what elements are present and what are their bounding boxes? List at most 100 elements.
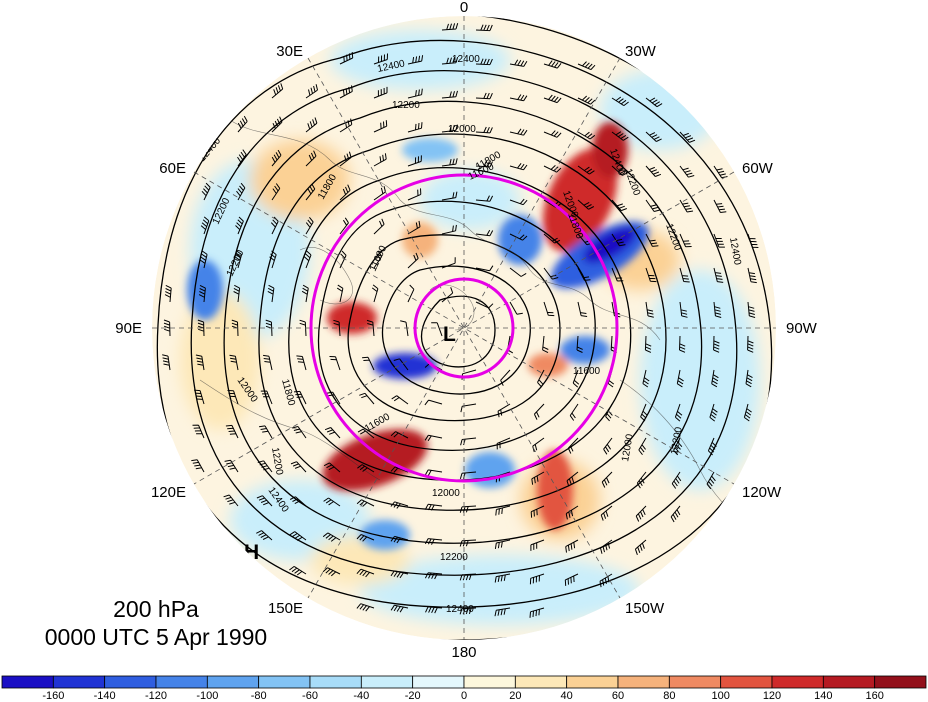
wind-barb (366, 319, 375, 337)
wind-barb (391, 395, 409, 405)
wind-barb (237, 115, 248, 133)
wind-barb (305, 84, 318, 99)
wind-barb (509, 301, 523, 315)
wind-barb (674, 403, 683, 422)
wind-barb (191, 459, 205, 473)
contour-line (381, 265, 531, 395)
high-center-mark: H (244, 541, 259, 564)
wind-barb (679, 301, 688, 318)
meridian-line (307, 57, 621, 599)
wind-barb (642, 369, 650, 388)
wind-barb (271, 83, 284, 99)
wind-barb (679, 267, 690, 283)
colorbar-tick-label: 40 (561, 690, 573, 702)
pressure-level-label: 200 hPa (113, 596, 199, 622)
colorbar-swatch (720, 675, 773, 689)
colorbar-swatch (566, 675, 619, 689)
wind-barb (713, 301, 722, 318)
contour-line (223, 100, 703, 544)
wind-barb (305, 183, 316, 201)
lon-label-90e: 90E (115, 320, 142, 337)
circle-overlays (309, 173, 619, 483)
contour-line (258, 133, 667, 511)
meridian-line (193, 171, 735, 485)
wind-barb (441, 23, 459, 31)
wind-barb (475, 24, 493, 32)
contour-label: 12200 (669, 426, 685, 456)
wind-barb (635, 505, 647, 522)
contour-label: 12400 (446, 604, 474, 615)
lon-label-180: 180 (451, 644, 476, 661)
colorbar-tick-label: 0 (461, 690, 467, 702)
contour-line (156, 39, 773, 608)
lon-label-120w: 120W (742, 484, 782, 501)
wind-barb (441, 191, 458, 201)
wind-barb (373, 120, 388, 133)
wind-barb (645, 301, 654, 318)
wind-barb (407, 155, 422, 167)
wind-barb (373, 86, 388, 99)
colorbar-tick-label: 20 (509, 690, 521, 702)
wind-barb (459, 539, 477, 547)
colorbar-tick-label: -120 (145, 690, 167, 702)
wind-barb (747, 301, 756, 318)
wind-barb (441, 158, 458, 167)
wind-barb (713, 335, 720, 353)
wind-barb (497, 403, 511, 418)
wind-barb (679, 233, 692, 248)
wind-barb (339, 217, 349, 235)
wind-barb (459, 505, 477, 513)
wind-barb (326, 391, 341, 405)
wind-barb (339, 118, 353, 133)
wind-barb (293, 390, 307, 405)
wind-barb (195, 354, 205, 371)
colorbar-swatch (155, 675, 208, 689)
anomaly-min (402, 138, 458, 162)
lon-label-150e: 150E (268, 600, 303, 617)
contour-line (420, 295, 496, 368)
anomaly-patch (180, 290, 260, 430)
wind-barb (530, 539, 545, 551)
wind-barb (567, 437, 579, 454)
wind-barb (495, 505, 511, 516)
wind-barb (543, 60, 562, 69)
wind-barb (305, 216, 314, 235)
wind-barb (339, 250, 347, 269)
colorbar-swatch (412, 675, 465, 689)
wind-barb (339, 151, 352, 167)
wind-barb (599, 573, 613, 588)
wind-barb (577, 131, 596, 140)
wind-barb (256, 530, 273, 541)
wind-barb (533, 403, 545, 420)
wind-barb (532, 437, 545, 453)
longitude-labels: 0 30W 60W 90W 120W 150W 180 150E 120E 90… (115, 0, 817, 661)
anomaly-min (560, 336, 610, 364)
wind-barb (711, 369, 719, 388)
wind-barb (407, 188, 422, 201)
wind-barb (747, 267, 757, 284)
wind-barb (543, 165, 562, 173)
wind-barb (407, 122, 423, 133)
wind-barb (357, 464, 375, 473)
anomaly-patch (420, 170, 520, 230)
contour-label: 12000 (448, 124, 476, 135)
wind-barb (509, 94, 528, 102)
wind-barb (163, 319, 171, 337)
wind-barb (634, 539, 647, 555)
wind-barb (640, 403, 648, 422)
colorbar-tick-label: 160 (865, 690, 883, 702)
wind-barb (229, 354, 239, 371)
wind-barb (393, 358, 409, 371)
wind-barb (707, 437, 717, 456)
wind-barb (390, 535, 409, 544)
wind-barb (475, 126, 493, 134)
colorbar-tick-label: -100 (196, 690, 218, 702)
wind-barb (529, 573, 545, 585)
wind-barb (441, 56, 459, 65)
wind-barb (572, 369, 580, 388)
wind-barb (269, 250, 277, 269)
wind-barb (234, 250, 243, 269)
wind-barb (192, 424, 205, 439)
wind-barb (407, 55, 424, 65)
colorbar-swatch (360, 675, 414, 689)
